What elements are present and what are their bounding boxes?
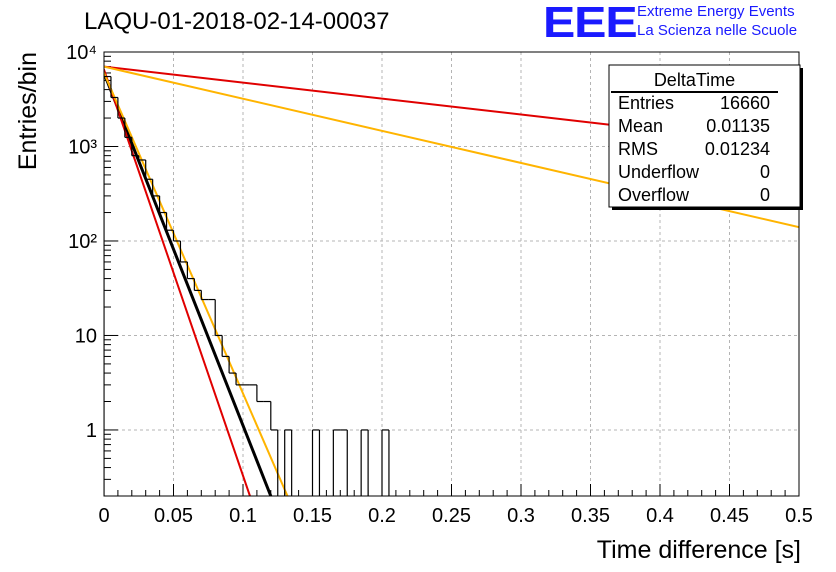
x-tick-label: 0.35	[571, 505, 610, 527]
x-tick-label: 0.3	[507, 505, 535, 527]
stat-name-underflow: Underflow	[618, 162, 700, 182]
stats-divider	[611, 91, 778, 93]
y-tick-label: 10²	[68, 231, 97, 253]
x-tick-label: 0.1	[229, 505, 257, 527]
stat-name-entries: Entries	[618, 93, 675, 113]
fit-orange-steep	[104, 71, 289, 496]
y-tick-label: 10⁴	[66, 42, 97, 64]
fit-black	[104, 71, 273, 496]
logo-line-1: Extreme Energy Events	[637, 3, 795, 20]
x-tick-label: 0.4	[646, 505, 674, 527]
stat-name-rms: RMS	[618, 139, 658, 159]
x-tick-label: 0.45	[710, 505, 749, 527]
stat-value-underflow: 0	[759, 162, 770, 182]
x-tick-label: 0	[98, 505, 109, 527]
chart-title: LAQU-01-2018-02-14-00037	[84, 8, 390, 35]
stat-value-overflow: 0	[759, 185, 770, 205]
stats-title: DeltaTime	[653, 70, 736, 90]
x-tick-label: 0.15	[293, 505, 332, 527]
y-tick-label: 10³	[68, 136, 97, 158]
x-axis-title: Time difference [s]	[597, 536, 801, 564]
y-axis-title: Entries/bin	[14, 52, 42, 170]
stat-value-rms: 0.01234	[704, 139, 770, 159]
stat-name-overflow: Overflow	[618, 185, 690, 205]
plot-frame	[103, 51, 800, 497]
x-tick-label: 0.2	[368, 505, 396, 527]
stats-box-frame	[608, 64, 801, 208]
x-tick-label: 0.05	[154, 505, 193, 527]
x-tick-label: 0.5	[785, 505, 813, 527]
eee-logo: EEE	[543, 0, 638, 47]
stat-value-mean: 0.01135	[706, 116, 770, 136]
stat-value-entries: 16660	[719, 93, 770, 113]
fit-red-steep	[104, 68, 251, 496]
logo-line-2: La Scienza nelle Scuole	[637, 22, 798, 39]
y-tick-label: 10	[75, 325, 97, 347]
stat-name-mean: Mean	[618, 116, 664, 136]
y-tick-label: 1	[86, 420, 97, 442]
x-tick-label: 0.25	[432, 505, 471, 527]
